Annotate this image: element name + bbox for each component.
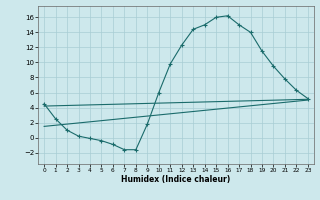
X-axis label: Humidex (Indice chaleur): Humidex (Indice chaleur) bbox=[121, 175, 231, 184]
